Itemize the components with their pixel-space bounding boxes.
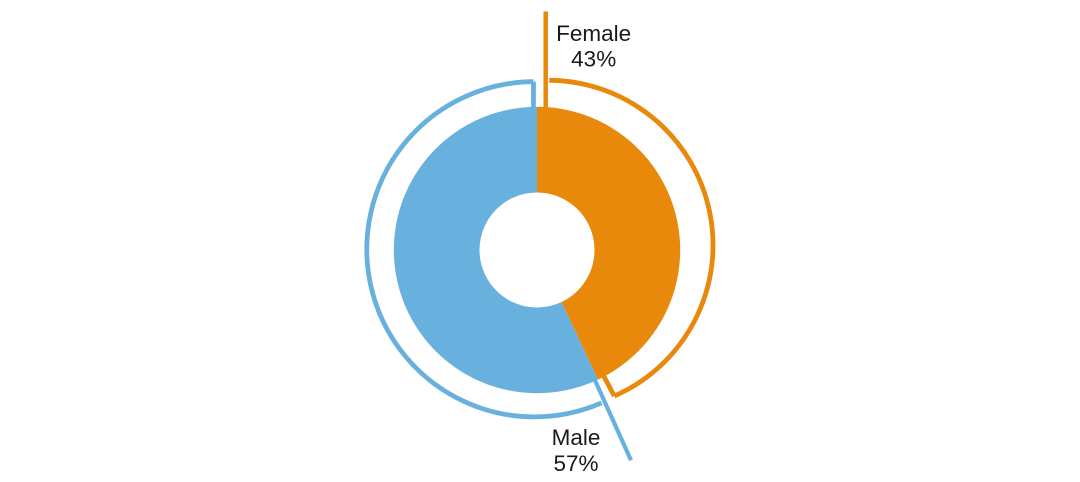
- svg-text:Female: Female: [556, 21, 631, 46]
- svg-text:43%: 43%: [571, 47, 616, 72]
- svg-text:Male: Male: [552, 425, 601, 450]
- svg-text:57%: 57%: [553, 451, 598, 476]
